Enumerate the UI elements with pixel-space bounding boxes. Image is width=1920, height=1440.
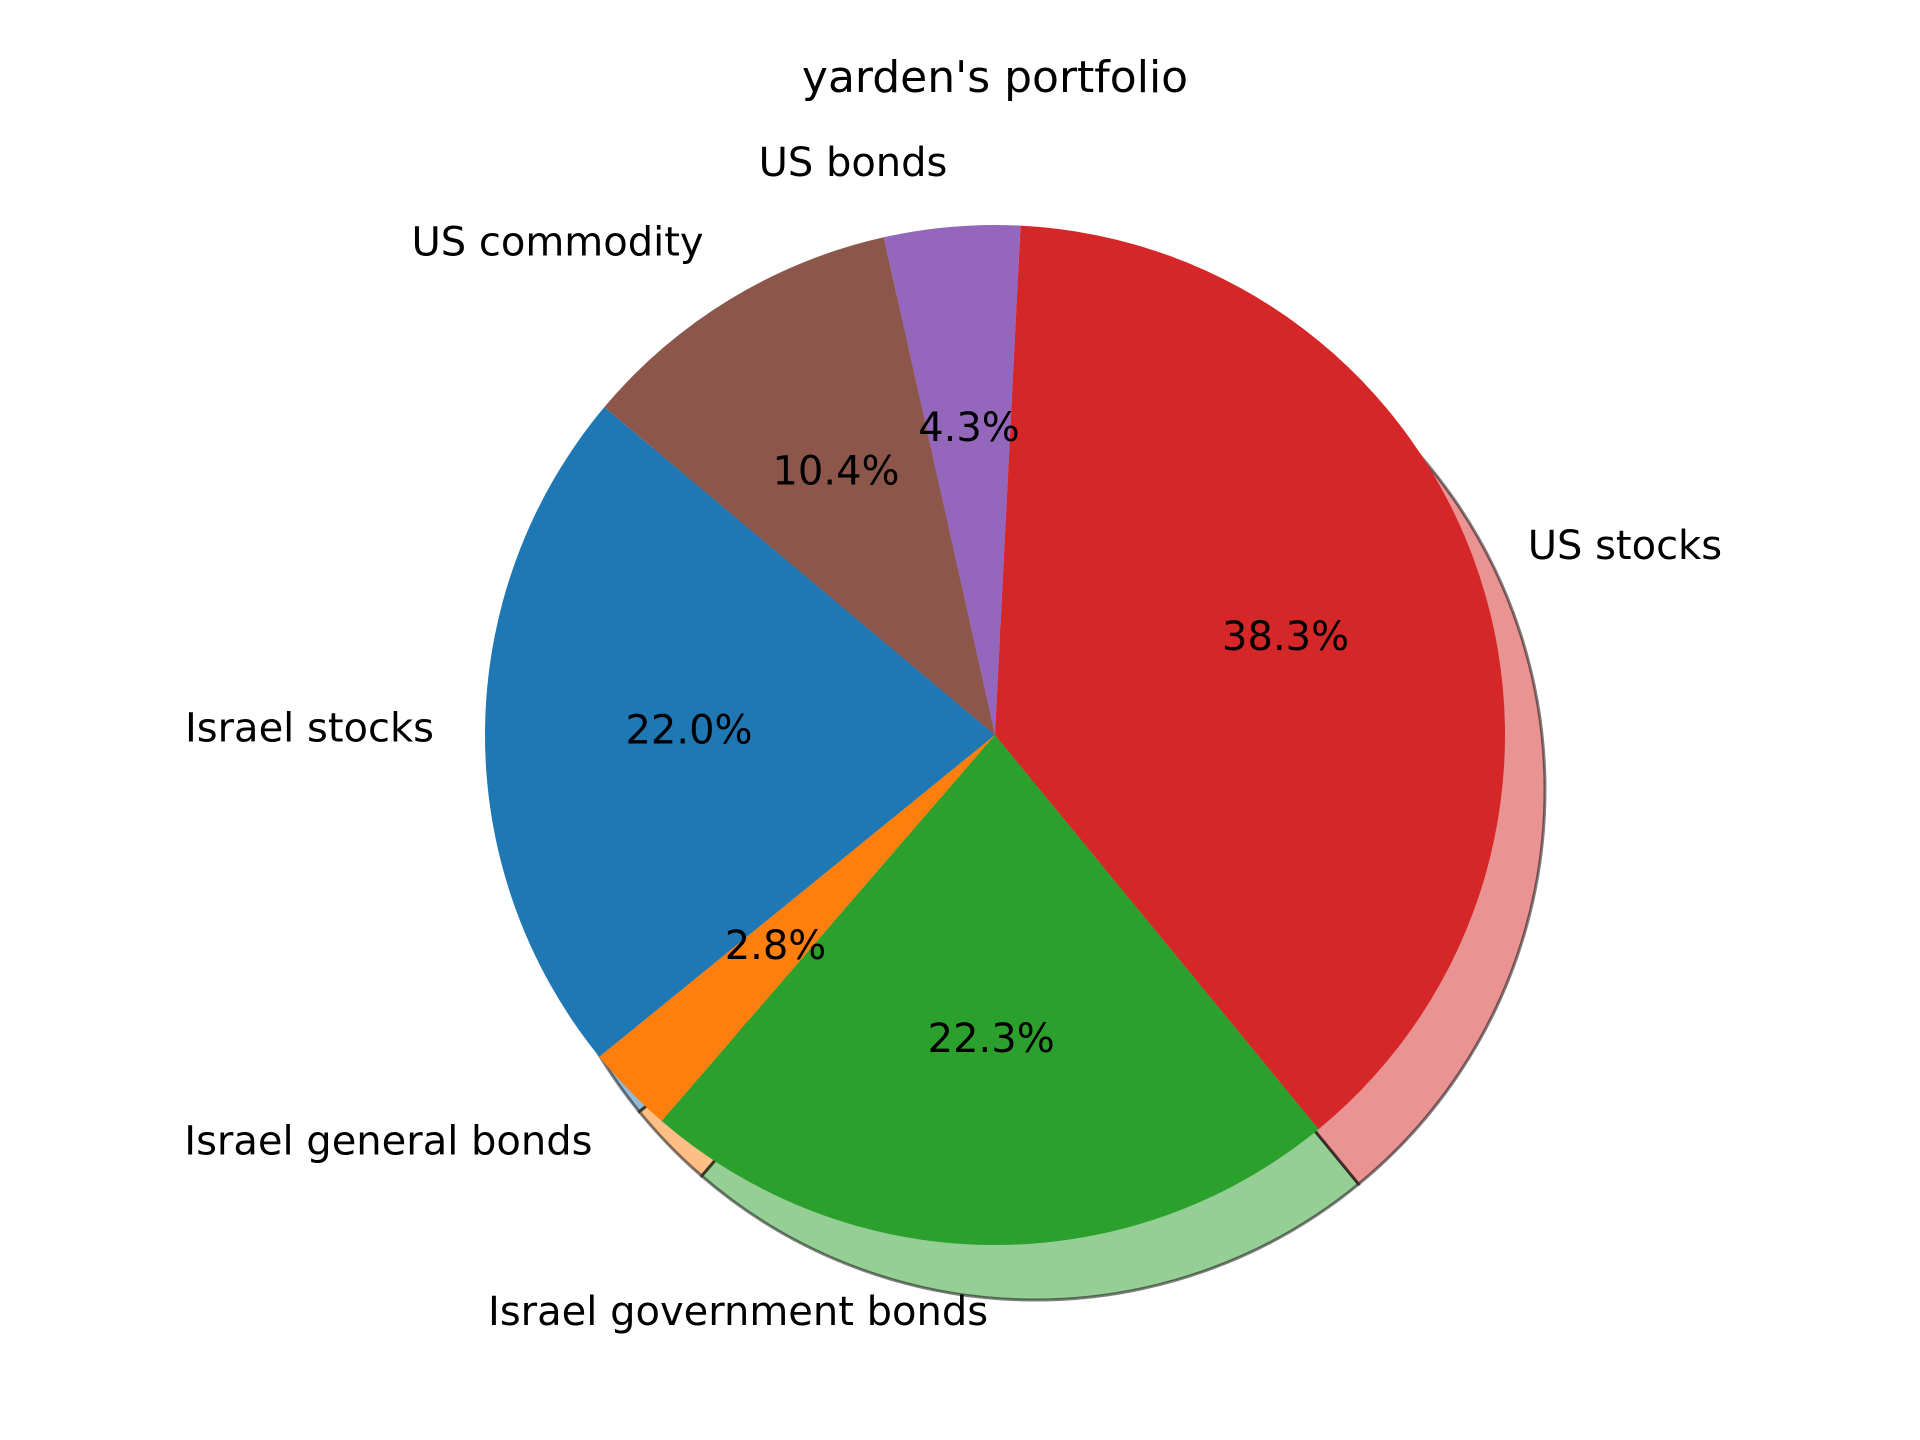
slice-label-us-stocks: US stocks (1528, 523, 1722, 569)
chart-title: yarden's portfolio (802, 52, 1188, 103)
slice-label-us-bonds: US bonds (759, 140, 948, 186)
pct-label-us-commodity: 10.4% (772, 449, 899, 495)
slice-israel-stocks (484, 407, 995, 1057)
pie-slices (484, 225, 1506, 1246)
slice-israel-general-bonds (599, 735, 995, 1122)
slice-label-israel-government-bonds: Israel government bonds (488, 1289, 988, 1335)
pie-labels: Israel stocks 22.0% Israel general bonds 2.… (184, 140, 1722, 1335)
pct-label-us-stocks: 38.3% (1222, 614, 1349, 660)
pct-label-israel-stocks: 22.0% (625, 708, 752, 754)
slice-label-israel-stocks: Israel stocks (185, 706, 434, 752)
slice-us-commodity (604, 237, 995, 735)
pct-label-israel-general-bonds: 2.8% (725, 923, 827, 969)
slice-us-stocks (995, 225, 1506, 1130)
slice-label-us-commodity: US commodity (411, 220, 703, 266)
pct-label-israel-government-bonds: 22.3% (928, 1016, 1055, 1062)
slice-israel-government-bonds (661, 735, 1319, 1246)
slice-us-bonds (883, 225, 1021, 735)
slice-label-israel-general-bonds: Israel general bonds (184, 1119, 592, 1165)
pct-label-us-bonds: 4.3% (918, 405, 1020, 451)
